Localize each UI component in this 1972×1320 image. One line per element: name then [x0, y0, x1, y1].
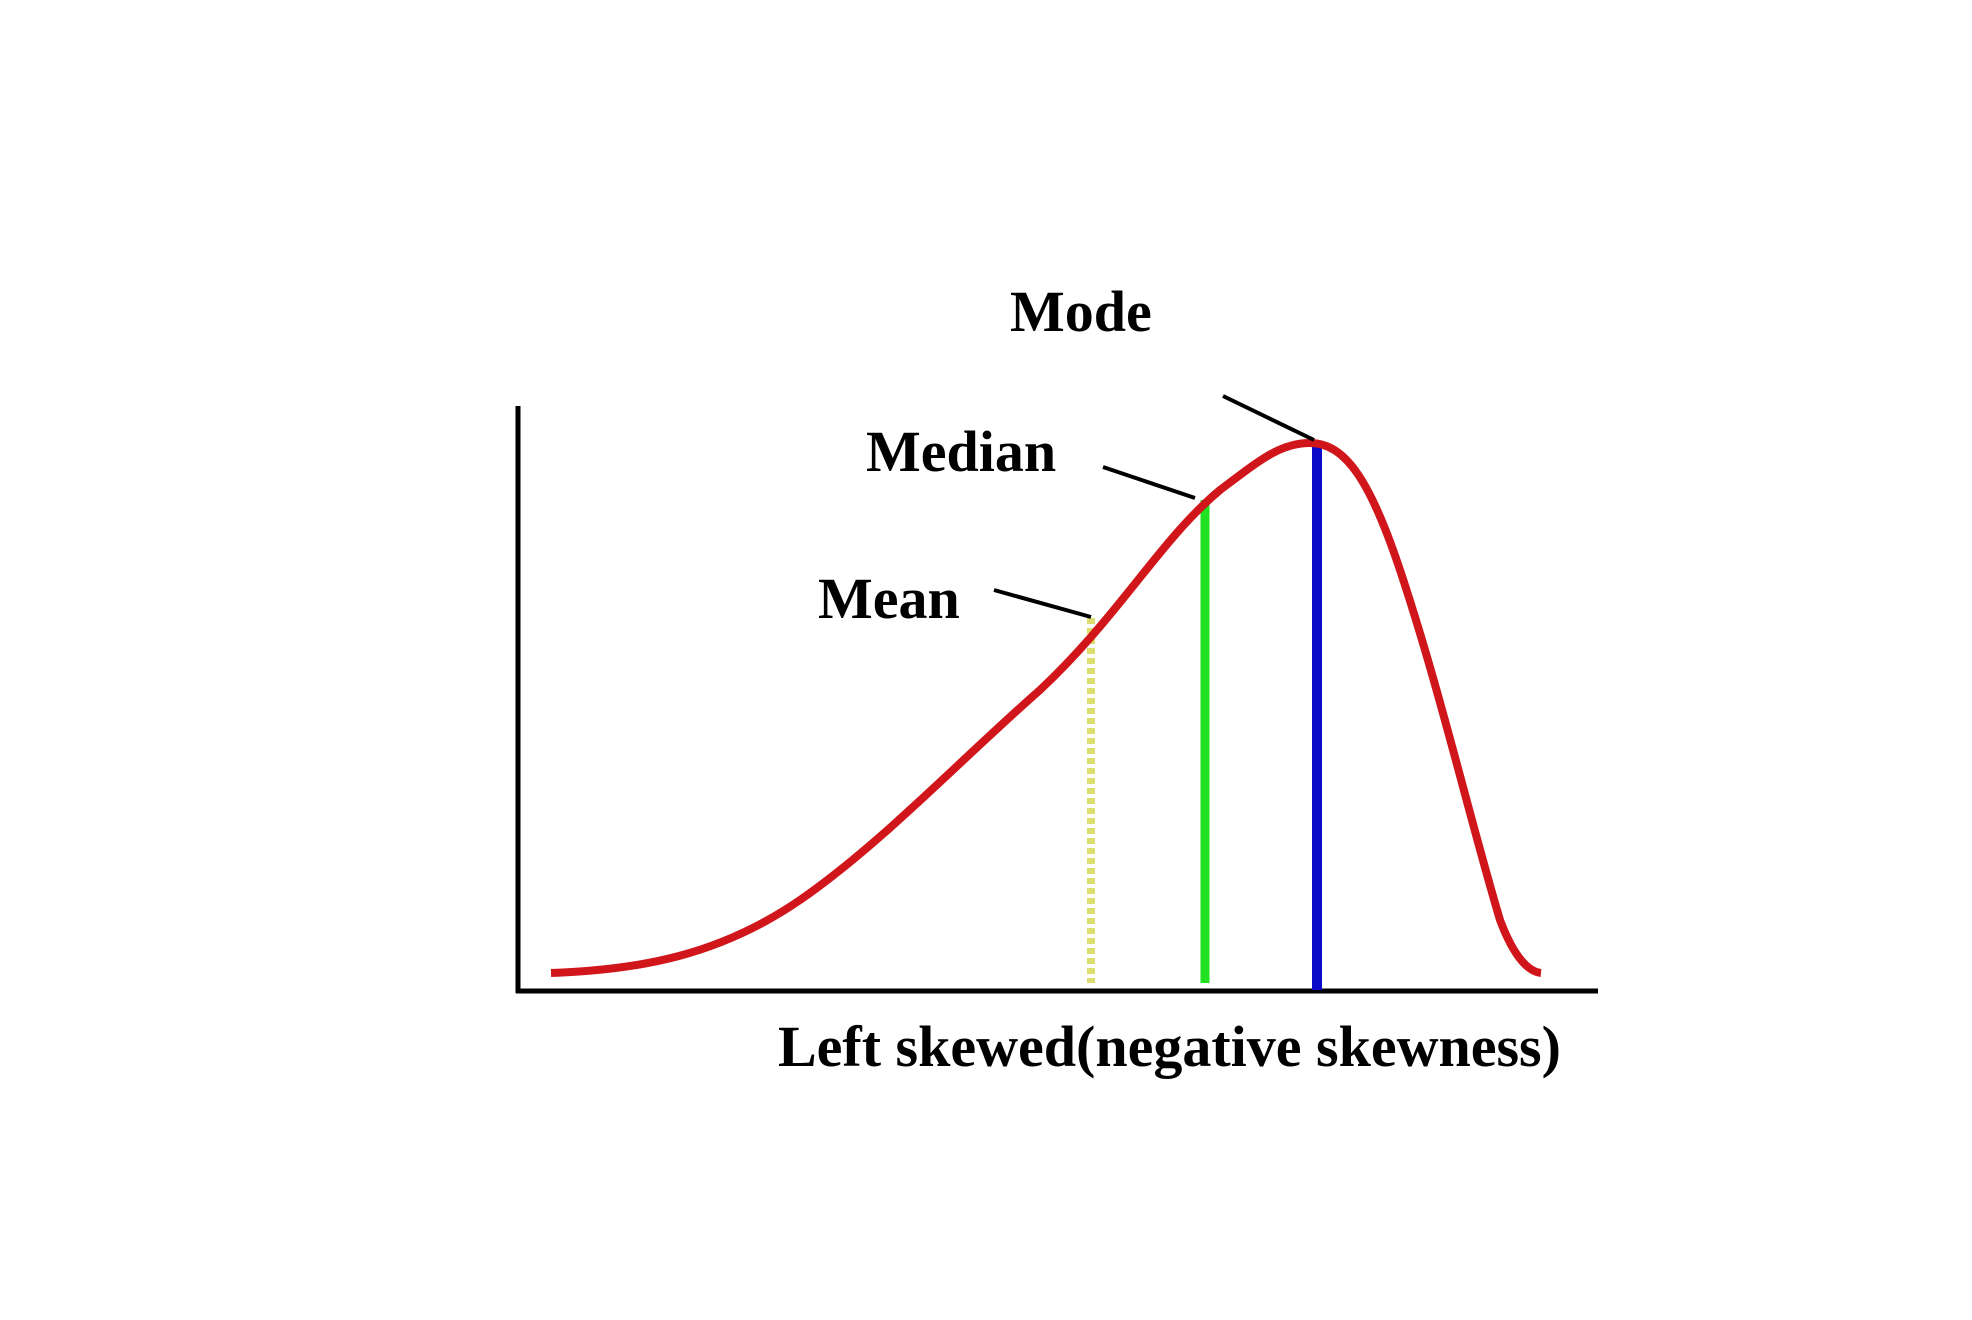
x-axis-label: Left skewed(negative skewness) [778, 1014, 1561, 1079]
mode-pointer [1222, 394, 1315, 442]
median-label: Median [866, 419, 1057, 484]
distribution-curve [550, 438, 1542, 977]
mean-pointer [993, 588, 1092, 619]
mean-label: Mean [818, 566, 960, 631]
median-pointer [1102, 465, 1196, 500]
mode-label: Mode [1010, 279, 1152, 344]
